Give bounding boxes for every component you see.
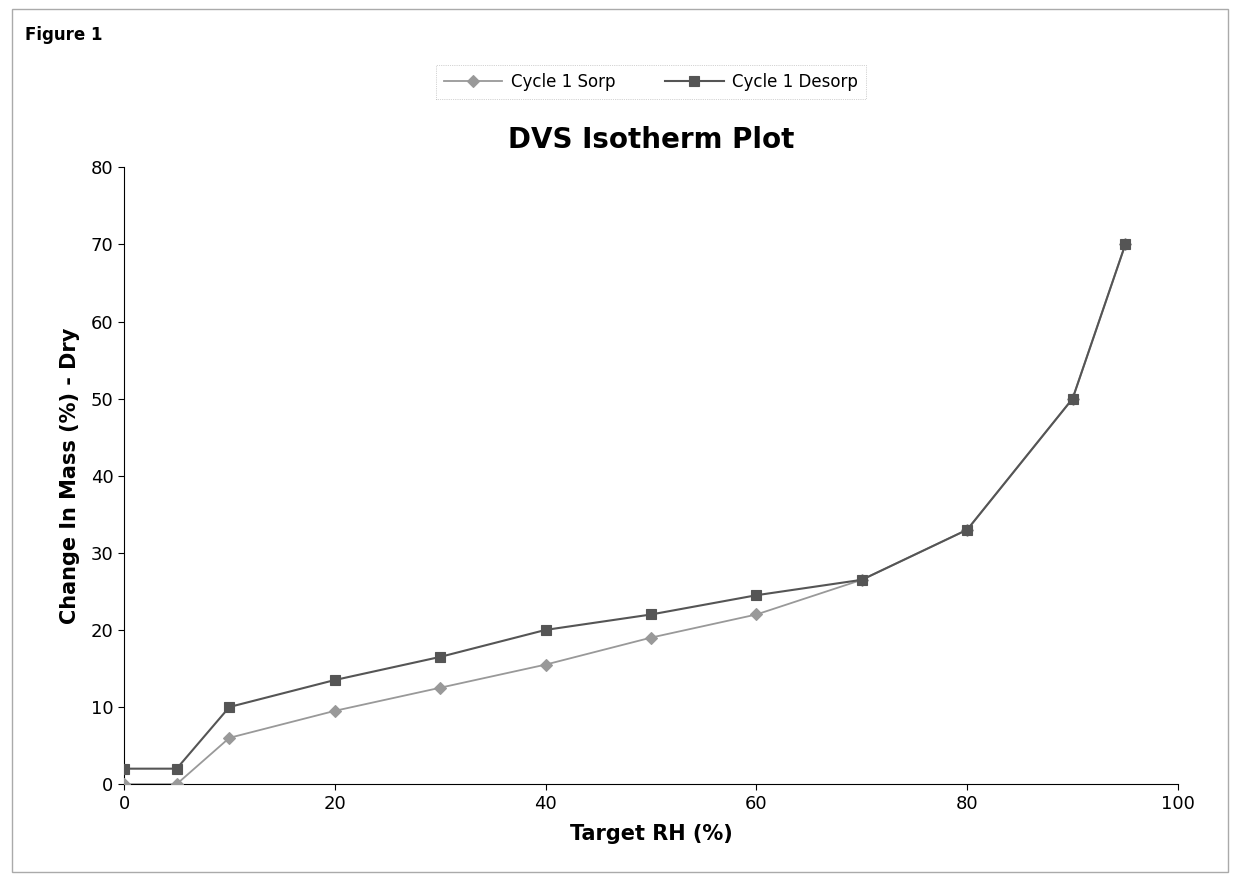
- Y-axis label: Change In Mass (%) - Dry: Change In Mass (%) - Dry: [60, 328, 79, 624]
- Cycle 1 Sorp: [749, 610, 764, 620]
- Cycle 1 Sorp: [169, 779, 184, 789]
- Cycle 1 Sorp: [433, 683, 448, 693]
- Cycle 1 Desorp: [222, 701, 237, 712]
- Cycle 1 Desorp: [117, 763, 131, 774]
- Cycle 1 Sorp: [960, 524, 975, 535]
- Line: Cycle 1 Sorp: Cycle 1 Sorp: [120, 241, 1130, 788]
- Text: Figure 1: Figure 1: [25, 26, 102, 44]
- Cycle 1 Sorp: [1065, 393, 1080, 403]
- Cycle 1 Desorp: [854, 574, 869, 585]
- X-axis label: Target RH (%): Target RH (%): [569, 824, 733, 844]
- Cycle 1 Sorp: [854, 574, 869, 585]
- Cycle 1 Desorp: [1118, 240, 1133, 250]
- Title: DVS Isotherm Plot: DVS Isotherm Plot: [508, 126, 794, 154]
- Line: Cycle 1 Desorp: Cycle 1 Desorp: [119, 240, 1130, 774]
- Cycle 1 Desorp: [1065, 393, 1080, 403]
- Cycle 1 Sorp: [1118, 240, 1133, 250]
- Cycle 1 Sorp: [222, 733, 237, 744]
- Cycle 1 Sorp: [538, 659, 553, 670]
- Cycle 1 Sorp: [644, 633, 658, 643]
- Cycle 1 Desorp: [433, 652, 448, 663]
- Cycle 1 Desorp: [644, 610, 658, 620]
- Cycle 1 Desorp: [960, 524, 975, 535]
- Cycle 1 Desorp: [169, 763, 184, 774]
- Cycle 1 Desorp: [538, 625, 553, 635]
- Cycle 1 Desorp: [749, 590, 764, 601]
- Legend: Cycle 1 Sorp, Cycle 1 Desorp: Cycle 1 Sorp, Cycle 1 Desorp: [435, 64, 867, 100]
- Cycle 1 Desorp: [327, 675, 342, 685]
- Cycle 1 Sorp: [117, 779, 131, 789]
- Cycle 1 Sorp: [327, 706, 342, 716]
